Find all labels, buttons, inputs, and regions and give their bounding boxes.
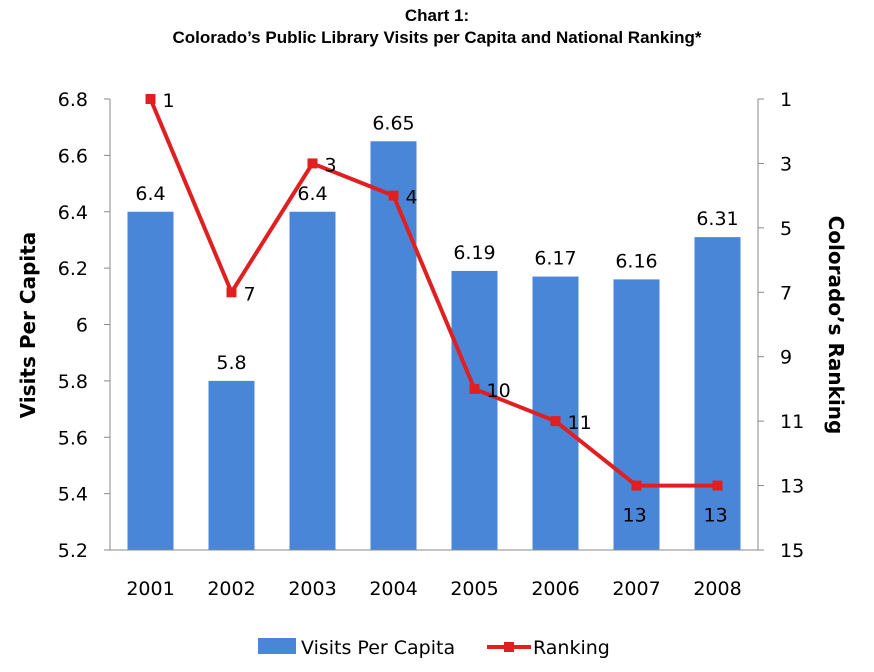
ranking-label-2003: 3 (325, 154, 337, 176)
y2-tick-label: 3 (780, 153, 792, 175)
y-tick-label: 5.2 (58, 540, 88, 562)
ranking-point-2008 (712, 480, 723, 491)
bar-2007 (613, 279, 660, 550)
bar-label-2004: 6.65 (372, 112, 414, 134)
bar-label-2008: 6.31 (696, 208, 738, 230)
bar-label-2002: 5.8 (216, 352, 246, 374)
ranking-label-2008: 13 (704, 505, 728, 527)
bar-2005 (451, 270, 498, 550)
bar-2008 (694, 237, 741, 550)
bar-2003 (289, 211, 336, 550)
y2-tick-label: 13 (780, 476, 804, 498)
y-tick-label: 5.4 (58, 484, 88, 506)
ranking-point-2002 (226, 287, 237, 298)
bar-2002 (208, 380, 255, 550)
y2-axis-label: Colorado’s Ranking (824, 216, 848, 435)
legend-swatch-visits (258, 638, 296, 654)
y-tick-label: 6.6 (58, 145, 88, 167)
y-axis-label: Visits Per Capita (16, 232, 40, 419)
y-tick-label: 5.6 (58, 427, 88, 449)
x-tick-2006: 2006 (531, 578, 579, 600)
y2-tick-label: 11 (780, 411, 804, 433)
x-tick-2008: 2008 (693, 578, 741, 600)
ranking-label-2001: 1 (163, 90, 175, 112)
x-tick-2005: 2005 (450, 578, 498, 600)
y2-tick-label: 15 (780, 540, 804, 562)
ranking-label-2007: 13 (623, 505, 647, 527)
y2-tick-label: 7 (780, 282, 792, 304)
bar-label-2006: 6.17 (534, 248, 576, 270)
ranking-point-2006 (550, 416, 561, 427)
legend-label-visits: Visits Per Capita (301, 637, 455, 659)
bar-2001 (127, 211, 174, 550)
y2-tick-label: 1 (780, 89, 792, 111)
ranking-point-2003 (307, 158, 318, 169)
ranking-label-2002: 7 (244, 283, 256, 305)
bar-2004 (370, 141, 417, 550)
chart-title-line2: Colorado’s Public Library Visits per Cap… (172, 28, 702, 47)
ranking-point-2001 (145, 94, 156, 104)
ranking-line (148, 98, 718, 488)
legend-label-ranking: Ranking (533, 637, 610, 659)
y-tick-label: 6 (76, 315, 88, 337)
ranking-label-2005: 10 (487, 380, 511, 402)
bar-label-2003: 6.4 (297, 183, 327, 205)
ranking-point-2004 (388, 190, 399, 201)
ranking-point-2007 (631, 480, 642, 491)
y-tick-label: 6.2 (58, 258, 88, 280)
x-tick-2007: 2007 (612, 578, 660, 600)
bar-label-2007: 6.16 (615, 250, 657, 272)
y-tick-label: 6.8 (58, 89, 88, 111)
y-tick-label: 6.4 (58, 202, 88, 224)
bar-label-2001: 6.4 (135, 183, 165, 205)
legend-marker-ranking (504, 642, 514, 652)
ranking-label-2004: 4 (406, 187, 418, 209)
y-tick-label: 5.8 (58, 371, 88, 393)
x-tick-2003: 2003 (288, 578, 336, 600)
y2-tick-label: 9 (780, 347, 792, 369)
ranking-label-2006: 11 (568, 412, 592, 434)
x-tick-2002: 2002 (207, 578, 255, 600)
ranking-point-2005 (469, 383, 480, 394)
x-tick-2004: 2004 (369, 578, 417, 600)
y2-tick-label: 5 (780, 218, 792, 240)
bar-label-2005: 6.19 (453, 242, 495, 264)
chart-title-line1: Chart 1: (404, 6, 470, 25)
x-tick-2001: 2001 (126, 578, 174, 600)
legend: Visits Per Capita Ranking (258, 637, 610, 659)
